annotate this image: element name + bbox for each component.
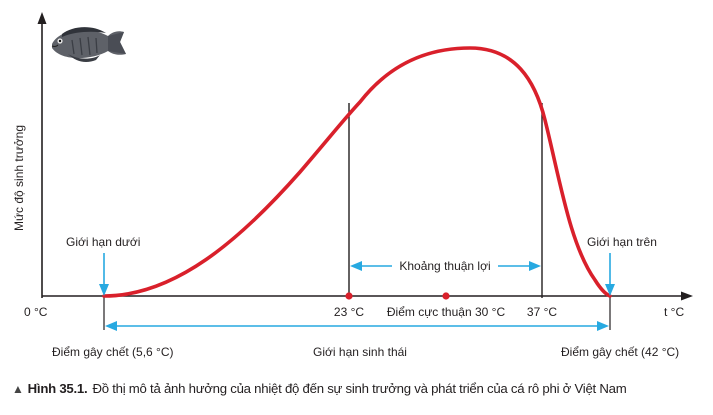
- ecological-range-label: Giới hạn sinh thái: [313, 345, 407, 359]
- tilapia-fish-icon: [51, 27, 126, 62]
- y-axis-label: Mức độ sinh trưởng: [12, 125, 26, 231]
- favorable-range-arrow-right: [529, 261, 541, 271]
- label-23: 23 °C: [334, 305, 364, 319]
- caption-number: Hình 35.1.: [27, 381, 88, 396]
- figure-caption: ▲ Hình 35.1. Đồ thị mô tả ảnh hưởng của nh…: [12, 381, 707, 396]
- origin-label: 0 °C: [24, 305, 48, 319]
- growth-temperature-diagram: Mức độ sinh trưởng Giới hạn dưới Giới hạ…: [12, 12, 693, 359]
- favorable-range-label: Khoảng thuận lợi: [399, 259, 490, 273]
- caption-text: Đồ thị mô tả ảnh hưởng của nhiệt độ đến …: [92, 381, 627, 396]
- x-axis-unit-label: t °C: [664, 305, 684, 319]
- caption-triangle-icon: ▲: [12, 382, 24, 396]
- upper-limit-arrowhead: [605, 284, 615, 296]
- marker-23: [345, 292, 353, 300]
- x-axis-arrow: [681, 291, 693, 301]
- ecological-range-arrow-left: [105, 321, 117, 331]
- growth-curve: [102, 46, 612, 298]
- marker-optimum: [442, 292, 450, 300]
- lower-limit-arrowhead: [99, 284, 109, 296]
- ecological-range-arrow-right: [597, 321, 609, 331]
- death-low-label: Điểm gây chết (5,6 °C): [52, 345, 174, 359]
- favorable-range-arrow-left: [350, 261, 362, 271]
- upper-limit-label: Giới hạn trên: [587, 235, 657, 249]
- lower-limit-label: Giới hạn dưới: [66, 235, 140, 249]
- death-high-label: Điểm gây chết (42 °C): [561, 345, 679, 359]
- y-axis-arrow: [37, 12, 47, 24]
- label-37: 37 °C: [527, 305, 557, 319]
- optimum-label: Điểm cực thuận 30 °C: [387, 305, 506, 319]
